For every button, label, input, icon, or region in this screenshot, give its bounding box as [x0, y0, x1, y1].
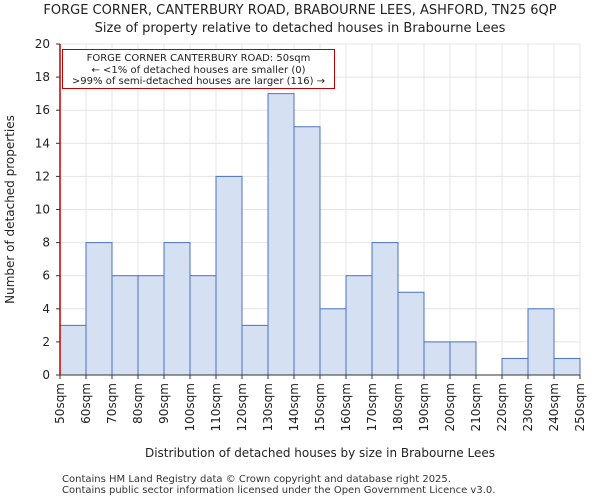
histogram-bar [59, 324, 87, 376]
histogram-bar [241, 324, 269, 376]
annotation-box: FORGE CORNER CANTERBURY ROAD: 50sqm ← <1… [62, 49, 335, 89]
y-tick-label: 12 [35, 169, 50, 183]
y-tick-label: 10 [35, 203, 50, 217]
chart-title: FORGE CORNER, CANTERBURY ROAD, BRABOURNE… [43, 3, 557, 18]
y-tick-label: 18 [35, 70, 50, 84]
histogram-bar [553, 357, 581, 376]
x-tick-label: 50sqm [53, 383, 67, 424]
x-tick-label: 90sqm [157, 383, 171, 424]
histogram-bar [449, 341, 477, 376]
x-tick-label: 250sqm [573, 383, 587, 431]
histogram-bar [111, 275, 139, 376]
y-tick-label: 16 [35, 103, 50, 117]
histogram-bar [501, 357, 529, 376]
x-tick-label: 170sqm [365, 383, 379, 431]
x-tick-label: 100sqm [183, 383, 197, 431]
histogram-bar [215, 175, 243, 376]
chart-subtitle: Size of property relative to detached ho… [94, 21, 506, 36]
x-tick-label: 70sqm [105, 383, 119, 424]
x-tick-label: 110sqm [209, 383, 223, 431]
y-tick-label: 8 [42, 236, 50, 250]
histogram-bar [137, 275, 165, 376]
y-tick-label: 14 [35, 136, 50, 150]
x-tick-label: 220sqm [495, 383, 509, 431]
histogram-bar [163, 242, 191, 376]
histogram-bar [345, 275, 373, 376]
histogram-bar [189, 275, 217, 376]
x-tick-label: 180sqm [391, 383, 405, 431]
annotation-line-2: ← <1% of detached houses are smaller (0) [91, 64, 306, 76]
x-tick-label: 130sqm [261, 383, 275, 431]
x-tick-label: 150sqm [313, 383, 327, 431]
x-tick-label: 190sqm [417, 383, 431, 431]
annotation-line-1: FORGE CORNER CANTERBURY ROAD: 50sqm [86, 53, 311, 64]
histogram-bar [267, 93, 295, 376]
y-tick-label: 2 [42, 335, 50, 349]
y-tick-label: 20 [35, 37, 50, 51]
x-tick-label: 210sqm [469, 383, 483, 431]
x-tick-label: 80sqm [131, 383, 145, 424]
x-axis-label: Distribution of detached houses by size … [145, 446, 495, 460]
annotation-line-3: >99% of semi-detached houses are larger … [71, 76, 326, 87]
footer-line-2: Contains public sector information licen… [62, 485, 496, 496]
x-tick-label: 120sqm [235, 383, 249, 431]
histogram-bar [85, 242, 113, 376]
x-tick-label: 140sqm [287, 383, 301, 431]
footer-line-1: Contains HM Land Registry data © Crown c… [62, 474, 451, 485]
y-tick-label: 4 [42, 302, 50, 316]
histogram-bar [319, 308, 347, 376]
x-tick-label: 200sqm [443, 383, 457, 431]
x-tick-label: 240sqm [547, 383, 561, 431]
x-tick-label: 60sqm [79, 383, 93, 424]
y-tick-label: 0 [42, 368, 50, 382]
histogram-bar [371, 242, 399, 376]
y-axis-label: Number of detached properties [3, 115, 17, 304]
x-tick-label: 230sqm [521, 383, 535, 431]
x-tick-label: 160sqm [339, 383, 353, 431]
histogram-bar [397, 291, 425, 376]
histogram-bar [527, 308, 555, 376]
y-tick-label: 6 [42, 269, 50, 283]
histogram-bar [293, 126, 321, 376]
histogram-bar [423, 341, 451, 376]
